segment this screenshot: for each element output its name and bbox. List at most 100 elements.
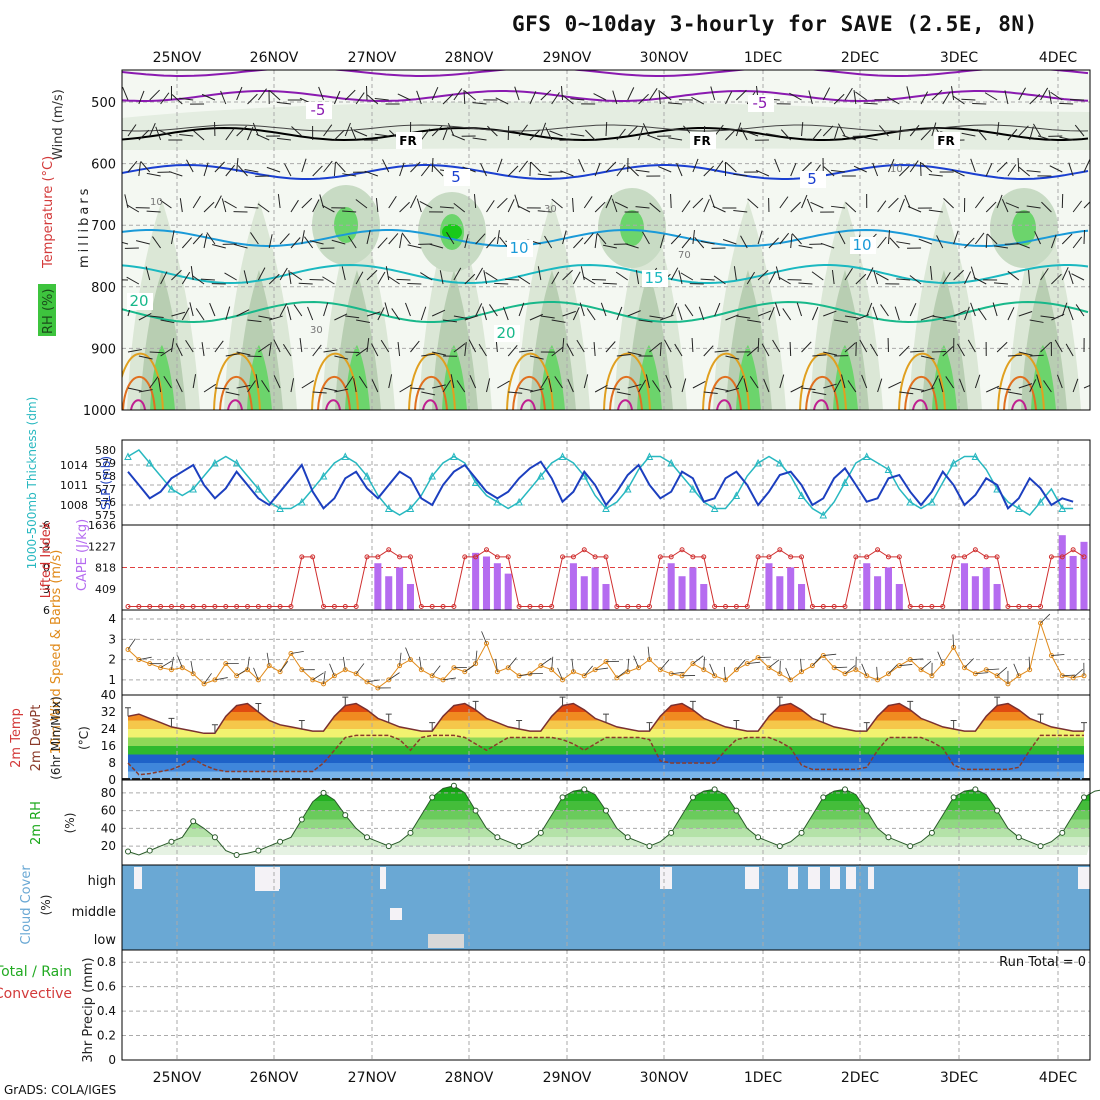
wind-barb — [396, 278, 411, 281]
wind-barb — [942, 319, 957, 323]
rh-marker — [146, 847, 153, 854]
wind-speed-marker — [158, 665, 164, 671]
thickness-marker — [319, 471, 328, 480]
wind-barb — [312, 165, 323, 177]
wind-barb — [203, 201, 215, 213]
thickness-marker — [254, 484, 263, 493]
wind-barb — [257, 267, 266, 281]
wind-barb — [170, 338, 175, 353]
date-tick-label: 28NOV — [445, 1070, 494, 1086]
wind-barb — [185, 339, 194, 353]
li-marker — [494, 554, 500, 560]
wind-barb — [514, 86, 520, 101]
wind-barb — [920, 162, 933, 173]
li-marker — [799, 554, 805, 560]
thickness-marker — [124, 452, 132, 460]
wind-barb — [483, 270, 487, 285]
wind-barb — [192, 275, 205, 285]
cape-bar — [895, 584, 903, 610]
wind-barb — [877, 378, 883, 393]
wind-barb — [146, 172, 161, 177]
wind-barb — [273, 375, 281, 389]
wind-barb — [268, 273, 280, 285]
cape-bar — [765, 563, 773, 610]
rh-tick-label: 60 — [101, 804, 116, 818]
wind-barb — [322, 276, 335, 285]
wind-barb — [298, 282, 313, 285]
wind-barb — [964, 306, 970, 321]
wind-barb — [833, 126, 839, 141]
cape-bar — [863, 563, 871, 610]
thickness-marker — [797, 491, 806, 499]
date-tick-label: 25NOV — [153, 1070, 202, 1086]
li-marker — [440, 603, 446, 609]
wind-barb — [257, 203, 270, 213]
wind-barb — [253, 667, 259, 681]
li-marker — [1070, 547, 1076, 553]
isotherm-label-bg — [306, 102, 332, 119]
wind-barb — [127, 160, 138, 173]
wind-barb — [562, 338, 565, 353]
wind-barb — [247, 355, 262, 358]
wind-barb — [953, 269, 964, 281]
wind-barb — [823, 310, 837, 317]
wind-barb — [576, 339, 585, 353]
wind-barb — [353, 378, 357, 393]
wind-barb — [844, 665, 856, 675]
wind-barb — [268, 234, 273, 249]
li-marker — [788, 554, 794, 560]
wind-barb — [642, 231, 650, 245]
wind-barb — [344, 376, 354, 389]
wind-barb — [375, 198, 379, 213]
wind-barb — [1007, 164, 1017, 177]
li-marker — [212, 603, 218, 609]
wind-barb — [344, 122, 351, 137]
wind-barb — [356, 319, 370, 324]
wind-barb — [537, 173, 552, 177]
dewpoint-line — [127, 734, 1084, 776]
wind-barb — [293, 304, 303, 317]
wind-barb — [918, 238, 933, 245]
wind-barb — [594, 162, 601, 177]
wind-barb — [812, 128, 822, 141]
li-marker — [896, 554, 902, 560]
wind-barb — [358, 376, 368, 389]
wind-barb — [252, 122, 259, 137]
cloud-gap — [788, 867, 798, 889]
wind-barb — [247, 93, 258, 105]
wind-barb — [1004, 90, 1009, 105]
li-marker — [842, 603, 848, 609]
wind-barb — [725, 129, 736, 141]
li-marker — [516, 603, 522, 609]
thickness-marker — [363, 471, 371, 480]
wind-barb — [605, 387, 620, 390]
wind-barb — [562, 269, 573, 281]
wind-barb — [334, 388, 349, 393]
wind-barb — [898, 165, 910, 177]
wind-barb — [1075, 304, 1085, 317]
temp-tick-label: 24 — [101, 722, 116, 736]
rh-high-region — [150, 345, 175, 410]
minmax-axis-label: (6hr Min/Max) — [49, 696, 63, 780]
thickness-marker — [949, 458, 958, 467]
wind-barb — [518, 124, 528, 137]
wind-barb — [519, 673, 533, 677]
wind-barb — [518, 302, 525, 317]
isotherm-label-bg — [934, 132, 960, 149]
wind-barb — [578, 159, 585, 173]
rh-tick-label: 20 — [101, 839, 116, 853]
li-marker — [527, 603, 533, 609]
wind-barb — [747, 319, 762, 323]
wind-barb — [1069, 98, 1085, 101]
wind-barb — [735, 375, 744, 389]
wind-barb — [138, 355, 153, 360]
rh-marker — [233, 852, 240, 858]
wind-speed-marker — [310, 677, 316, 683]
cape-bar — [396, 567, 404, 610]
rh-marker — [581, 786, 588, 793]
cloud-gap — [660, 867, 672, 889]
wind-barb — [456, 380, 466, 393]
wind-barb — [736, 659, 746, 670]
wind-barb — [401, 232, 411, 245]
